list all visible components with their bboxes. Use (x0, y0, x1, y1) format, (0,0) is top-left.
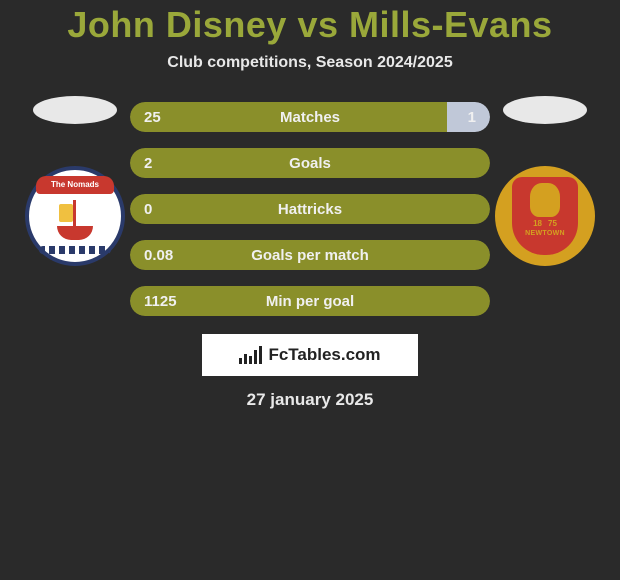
stat-value-right: 1 (468, 109, 476, 126)
stat-bar: 0Hattricks (130, 194, 490, 224)
stat-bar: 25Matches1 (130, 102, 490, 132)
subtitle: Club competitions, Season 2024/2025 (0, 54, 620, 72)
left-player-col: The Nomads (20, 102, 130, 266)
stat-label: Matches (130, 109, 490, 126)
stat-label: Hattricks (130, 201, 490, 218)
club-crest-left: The Nomads (25, 166, 125, 266)
crest-year-right: 75 (548, 219, 557, 228)
credit-box: FcTables.com (202, 334, 418, 376)
stat-label: Min per goal (130, 293, 490, 310)
stat-bar: 2Goals (130, 148, 490, 178)
crest-left-banner: The Nomads (36, 176, 114, 194)
content-row: The Nomads 25Matches1 2Goals 0Hattricks 0.0… (0, 102, 620, 316)
stats-column: 25Matches1 2Goals 0Hattricks 0.08Goals per … (130, 102, 490, 316)
player-silhouette-right (503, 96, 587, 124)
waves-icon (39, 246, 111, 254)
lion-icon (530, 183, 560, 217)
stat-bar: 1125Min per goal (130, 286, 490, 316)
right-player-col: 18 75 NEWTOWN (490, 102, 600, 266)
stat-bar: 0.08Goals per match (130, 240, 490, 270)
player-silhouette-left (33, 96, 117, 124)
stat-label: Goals (130, 155, 490, 172)
crest-right-name: NEWTOWN (525, 230, 565, 237)
club-crest-right: 18 75 NEWTOWN (495, 166, 595, 266)
credit-text: FcTables.com (268, 345, 380, 365)
stat-label: Goals per match (130, 247, 490, 264)
crest-year-left: 18 (533, 219, 542, 228)
bar-chart-icon (239, 346, 262, 364)
shield-icon: 18 75 NEWTOWN (512, 177, 578, 255)
date-text: 27 january 2025 (0, 390, 620, 410)
page-title: John Disney vs Mills-Evans (0, 4, 620, 46)
ship-icon (51, 200, 99, 244)
